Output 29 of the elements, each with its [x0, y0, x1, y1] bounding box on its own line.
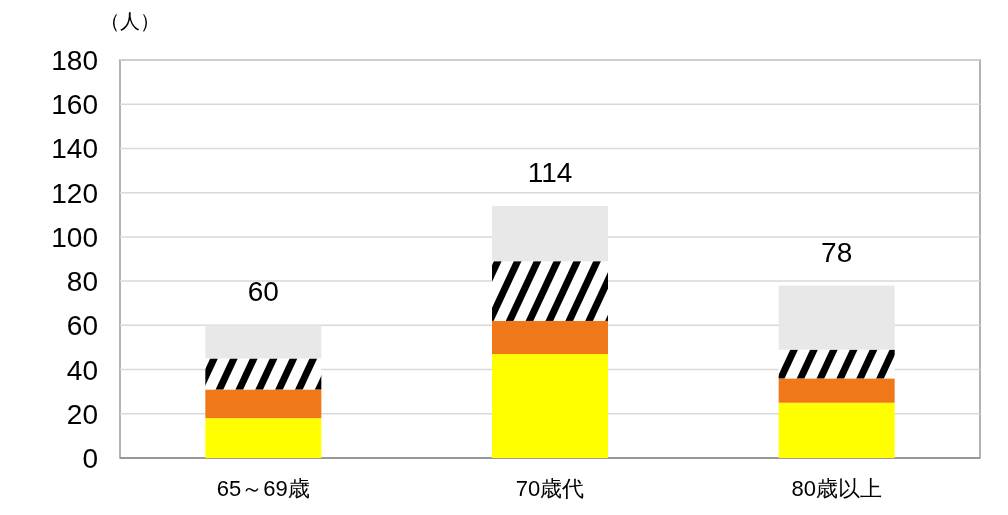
x-tick-label: 65～69歳 — [216, 476, 310, 501]
bar — [778, 285, 895, 350]
bar — [492, 261, 608, 321]
bar — [778, 378, 895, 403]
y-tick-label: 60 — [66, 310, 98, 342]
y-tick-label: 80 — [66, 266, 98, 298]
x-tick-label: 70歳代 — [515, 476, 585, 501]
bar — [205, 418, 322, 458]
y-tick-label: 160 — [51, 89, 98, 121]
total-label: 60 — [247, 276, 279, 308]
bar — [778, 349, 895, 379]
bar — [778, 402, 895, 458]
y-tick-label: 120 — [51, 177, 98, 209]
y-tick-label: 100 — [51, 221, 98, 253]
bar — [492, 320, 608, 355]
y-tick-label: 140 — [51, 133, 98, 165]
y-tick-label: 20 — [66, 398, 98, 430]
total-label: 114 — [527, 156, 573, 188]
y-tick-label: 180 — [51, 45, 98, 76]
y-axis-title: （人） — [100, 10, 160, 32]
bar — [205, 389, 322, 419]
bar — [492, 205, 608, 262]
total-label: 78 — [821, 236, 853, 268]
y-tick-label: 0 — [82, 443, 98, 474]
x-tick-label: 80歳以上 — [791, 476, 882, 501]
bar — [492, 354, 608, 458]
bar — [205, 358, 322, 390]
bar — [205, 325, 322, 359]
y-tick-label: 40 — [66, 354, 98, 386]
